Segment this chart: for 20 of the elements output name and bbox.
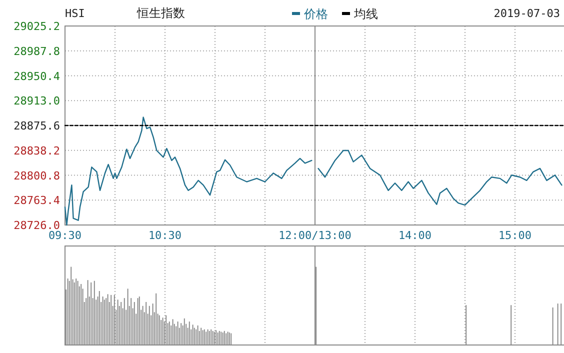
y-tick-label: 29025.2 [14,20,60,33]
x-tick-label: 14:00 [398,229,432,242]
chart-title: 恒生指数 [136,6,185,20]
chart-subtitle: HSI [65,7,85,20]
y-tick-label: 28838.2 [14,144,60,158]
x-tick-label: 15:00 [498,229,532,242]
legend-label: 价格 [303,7,328,21]
y-tick-label: 28913.0 [14,94,60,108]
y-tick-label: 28726.0 [14,219,60,232]
y-tick-label: 28875.6 [14,120,60,132]
y-tick-label: 28763.4 [14,194,60,208]
y-tick-label: 28987.8 [14,44,60,58]
x-tick-label: 09:30 [48,229,82,242]
x-tick-label: 12:00/13:00 [278,229,352,242]
line-series [64,116,312,226]
y-tick-label: 28800.8 [14,169,60,182]
x-tick-label: 10:30 [148,229,182,242]
text: 2019-07-03 [494,7,560,20]
y-tick-label: 28950.4 [14,70,60,83]
legend-label: 均线 [353,7,378,21]
